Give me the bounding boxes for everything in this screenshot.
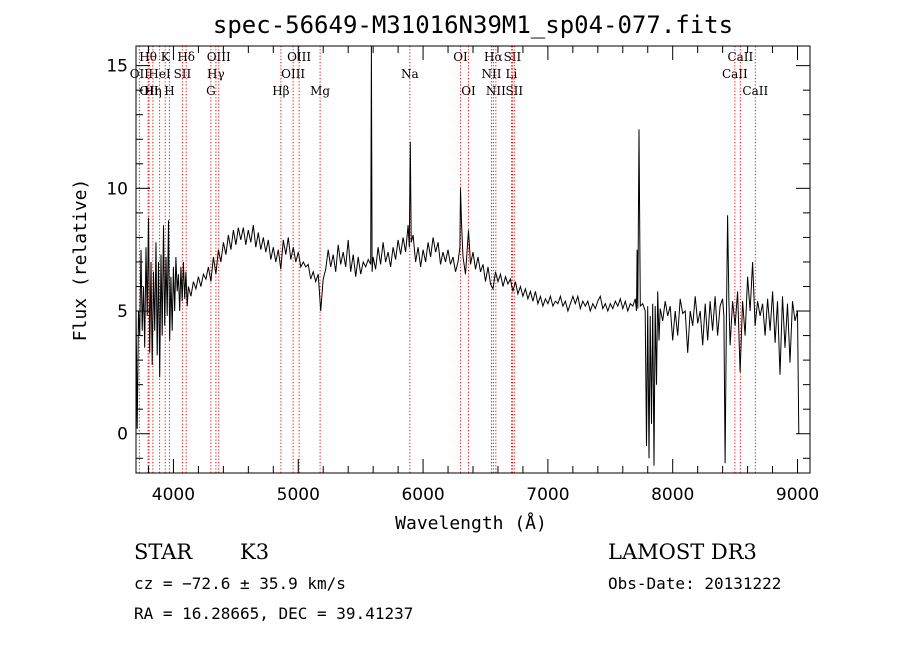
redshift-value: cz = −72.6 ± 35.9 km/s <box>134 574 346 593</box>
spectral-line-label-12: Hβ <box>272 84 289 98</box>
y-tick-label-1: 5 <box>117 302 128 322</box>
spectral-line-label-5: K <box>161 50 171 64</box>
coordinates: RA = 16.28665, DEC = 39.41237 <box>134 604 414 623</box>
series-flux <box>135 45 800 466</box>
spectral-line-label-3: Hη <box>144 84 162 98</box>
y-tick-label-3: 15 <box>106 57 128 77</box>
spectral-line-label-13: OIII <box>281 67 305 81</box>
spectral-line-label-2: OII <box>139 84 159 98</box>
spectral-line-label-11: OIII <box>207 50 231 64</box>
spectral-line-label-20: Hα <box>484 50 503 64</box>
spectral-line-label-23: SII <box>504 50 522 64</box>
spectral-line-label-17: OI <box>453 50 468 64</box>
subclass: K3 <box>240 540 270 564</box>
chart-title: spec-56649-M31016N39M1_sp04-077.fits <box>213 11 733 39</box>
spectral-line-label-10: Hγ <box>207 67 225 81</box>
spectral-line-label-26: CaII <box>727 50 753 64</box>
spectral-line-label-9: G <box>206 84 216 98</box>
spectral-line-label-4: HeI <box>148 67 171 81</box>
y-axis-label: Flux (relative) <box>70 179 91 342</box>
spectral-line-label-7: SII <box>174 67 192 81</box>
spectral-line-label-6: H <box>164 84 174 98</box>
x-tick-label-3: 7000 <box>526 485 569 505</box>
spectral-line-label-22: Li <box>506 67 518 81</box>
spectral-line-label-21: NII <box>486 84 506 98</box>
plot-frame <box>135 45 811 474</box>
spectral-line-label-0: OII <box>130 67 150 81</box>
x-tick-label-0: 4000 <box>152 485 195 505</box>
spectral-line-label-16: Na <box>401 67 419 81</box>
object-class: STAR <box>134 540 193 564</box>
spectral-line-label-19: NII <box>481 67 501 81</box>
x-axis-label: Wavelength (Å) <box>395 512 547 534</box>
axes-layer <box>135 45 811 474</box>
spectral-line-label-18: OI <box>461 84 476 98</box>
spectral-line-label-27: CaII <box>742 84 768 98</box>
spectral-line-label-14: OIII <box>287 50 311 64</box>
y-tick-label-2: 10 <box>106 179 128 199</box>
spectral-line-markers: OIIHθOIIHηHeIKHSIIHδGHγOIIIHβOIIIOIIIMgN… <box>130 46 768 473</box>
obs-date: Obs-Date: 20131222 <box>608 574 782 593</box>
x-tick-label-4: 8000 <box>651 485 694 505</box>
x-tick-label-2: 6000 <box>401 485 444 505</box>
ticks-layer: 4000 5000 6000 7000 8000 9000 0 5 10 15 <box>106 46 819 505</box>
spectral-line-label-24: SII <box>505 84 523 98</box>
spectral-line-label-15: Mg <box>310 84 330 98</box>
x-tick-label-1: 5000 <box>277 485 320 505</box>
x-tick-label-5: 9000 <box>776 485 819 505</box>
spectral-line-label-25: CaII <box>722 67 748 81</box>
series-layer <box>135 45 800 466</box>
survey-name: LAMOST DR3 <box>608 540 757 564</box>
y-tick-label-0: 0 <box>117 425 128 445</box>
spectral-line-label-8: Hδ <box>177 50 195 64</box>
